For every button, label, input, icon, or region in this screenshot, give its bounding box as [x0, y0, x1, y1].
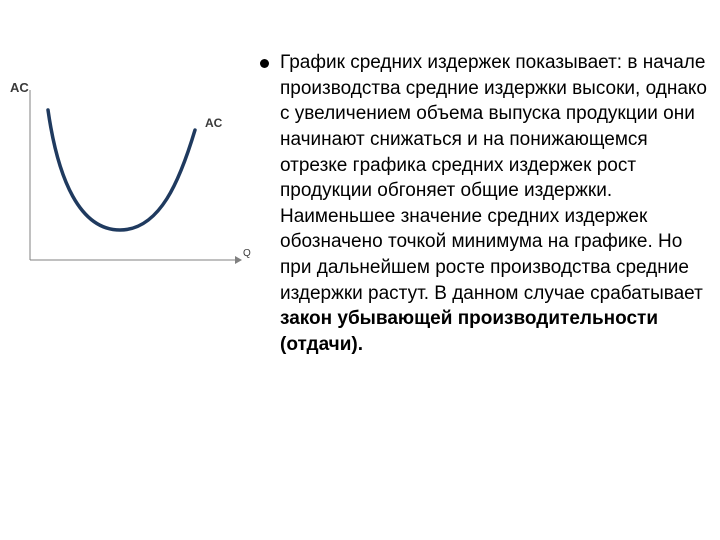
ac-curve	[48, 110, 195, 230]
x-axis-arrow	[235, 256, 242, 264]
x-axis-label: Q	[243, 248, 251, 259]
paragraph-bold-text: закон убывающей производительности (отда…	[280, 308, 658, 355]
paragraph-plain-text: График средних издержек показывает: в на…	[280, 52, 707, 304]
chart-svg	[10, 80, 250, 280]
description-paragraph: График средних издержек показывает: в на…	[280, 50, 710, 358]
y-axis-label: AC	[10, 80, 29, 95]
ac-cost-chart	[10, 80, 250, 280]
description-block: График средних издержек показывает: в на…	[280, 50, 710, 358]
curve-label: AC	[205, 116, 222, 130]
bullet-icon	[260, 59, 269, 68]
